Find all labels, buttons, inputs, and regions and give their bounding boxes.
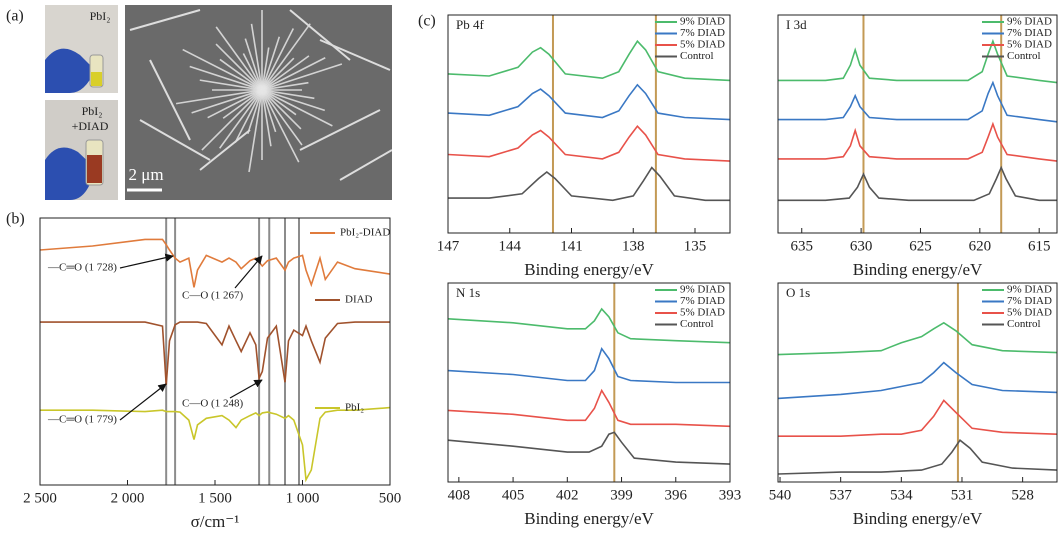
annotation: C—O (1 267)	[182, 290, 243, 302]
legend-label: 5% DIAD	[680, 39, 725, 51]
photo-label: PbI₂	[90, 9, 111, 23]
photo-label: PbI₂	[82, 104, 103, 118]
legend-label: Control	[680, 318, 714, 330]
x-tick-label: 528	[1011, 487, 1034, 503]
x-tick-label: 405	[502, 487, 525, 503]
panel-label: (a)	[6, 8, 24, 25]
legend-label: Control	[680, 50, 714, 62]
x-tick-label: 144	[499, 238, 522, 254]
legend-label: Control	[1007, 50, 1041, 62]
x-tick-label: 2 000	[111, 490, 145, 506]
x-tick-label: 1 500	[198, 490, 232, 506]
legend-label: Control	[1007, 318, 1041, 330]
legend-label: 5% DIAD	[680, 307, 725, 319]
spectrum	[778, 440, 1057, 474]
x-tick-label: 625	[909, 238, 932, 254]
spectrum	[448, 126, 730, 161]
legend-label: 9% DIAD	[680, 284, 725, 296]
legend-label: 9% DIAD	[1007, 16, 1052, 28]
spectrum	[778, 363, 1057, 399]
annotation: —C═O (1 728)	[47, 262, 117, 274]
spectrum	[448, 85, 730, 120]
legend-label: 7% DIAD	[680, 27, 725, 39]
spectrum	[778, 168, 1057, 201]
spectrum	[448, 168, 730, 201]
x-tick-label: 2 500	[23, 490, 57, 506]
spectrum	[448, 391, 730, 427]
spectrum	[778, 400, 1057, 436]
x-tick-label: 393	[719, 487, 742, 503]
legend-label: 9% DIAD	[680, 16, 725, 28]
panel-label: (b)	[6, 211, 25, 228]
legend-label: DIAD	[345, 294, 373, 306]
x-tick-label: 534	[890, 487, 913, 503]
x-tick-label: 500	[379, 490, 402, 506]
spectrum	[40, 322, 390, 385]
legend-label: 7% DIAD	[1007, 295, 1052, 307]
vial-liquid	[87, 155, 102, 183]
x-tick-label: 396	[665, 487, 688, 503]
x-axis-label: Binding energy/eV	[853, 509, 983, 528]
annotation-arrow	[235, 256, 262, 288]
x-axis-label: Binding energy/eV	[524, 509, 654, 528]
x-tick-label: 135	[684, 238, 707, 254]
x-axis-label: σ/cm⁻¹	[191, 512, 240, 531]
x-tick-label: 1 000	[286, 490, 320, 506]
legend-label: 5% DIAD	[1007, 307, 1052, 319]
x-tick-label: 402	[556, 487, 579, 503]
panel-title: Pb 4f	[456, 17, 484, 32]
photo-label: +DIAD	[72, 119, 109, 133]
annotation-arrow	[120, 256, 173, 268]
annotation-arrow	[230, 380, 262, 398]
x-axis-label: Binding energy/eV	[853, 260, 983, 279]
annotation: C—O (1 248)	[182, 398, 243, 410]
panel-title: N 1s	[456, 285, 480, 300]
x-axis-label: Binding energy/eV	[524, 260, 654, 279]
x-tick-label: 138	[622, 238, 645, 254]
panel-title: O 1s	[786, 285, 810, 300]
x-tick-label: 537	[829, 487, 852, 503]
x-tick-label: 630	[850, 238, 873, 254]
legend-label: PbI₂	[345, 402, 364, 414]
figure: (a) (b) (c) PbI₂ PbI₂ +DIAD 2 μm 2 500 2 …	[0, 0, 1058, 536]
spectrum	[778, 83, 1057, 122]
x-tick-label: 399	[610, 487, 633, 503]
x-tick-label: 531	[951, 487, 974, 503]
x-tick-label: 635	[790, 238, 813, 254]
legend-label: PbI₂-DIAD	[340, 227, 390, 239]
x-tick-label: 408	[448, 487, 471, 503]
annotation-arrow	[120, 384, 166, 420]
legend-label: 5% DIAD	[1007, 39, 1052, 51]
legend-label: 9% DIAD	[1007, 284, 1052, 296]
plot-frame	[40, 218, 390, 485]
spectrum	[448, 349, 730, 383]
legend-label: 7% DIAD	[1007, 27, 1052, 39]
x-tick-label: 141	[560, 238, 583, 254]
x-tick-label: 147	[437, 238, 460, 254]
legend-label: 7% DIAD	[680, 295, 725, 307]
x-tick-label: 620	[969, 238, 992, 254]
annotation: —C═O (1 779)	[47, 414, 117, 426]
vial-liquid	[91, 72, 102, 86]
x-tick-label: 540	[769, 487, 792, 503]
panel-title: I 3d	[786, 17, 807, 32]
panel-label: (c)	[418, 13, 436, 30]
scale-bar-label: 2 μm	[128, 165, 163, 184]
spectrum	[448, 432, 730, 464]
spectrum	[778, 124, 1057, 161]
x-tick-label: 615	[1028, 238, 1051, 254]
